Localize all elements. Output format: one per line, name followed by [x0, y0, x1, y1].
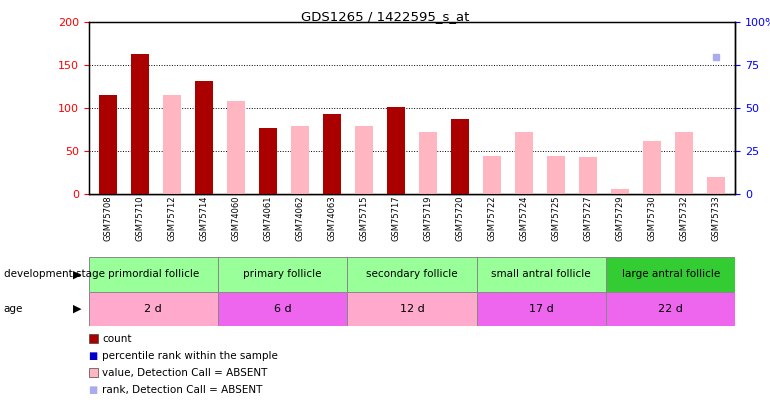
Bar [708, 177, 725, 194]
Text: 17 d: 17 d [529, 304, 554, 314]
Text: GSM75727: GSM75727 [584, 196, 593, 241]
Bar [606, 257, 735, 292]
Text: GSM75732: GSM75732 [680, 196, 688, 241]
Text: GSM75717: GSM75717 [391, 196, 400, 241]
Bar [675, 132, 693, 194]
Bar [99, 96, 116, 194]
Bar [347, 292, 477, 326]
Text: age: age [4, 304, 23, 314]
Text: percentile rank within the sample: percentile rank within the sample [102, 351, 278, 360]
Text: ▶: ▶ [72, 304, 82, 314]
Bar [218, 292, 347, 326]
Text: GSM75715: GSM75715 [360, 196, 368, 241]
Text: value, Detection Call = ABSENT: value, Detection Call = ABSENT [102, 368, 268, 377]
Text: GSM75712: GSM75712 [167, 196, 176, 241]
Bar [579, 158, 597, 194]
Bar [611, 189, 629, 194]
Text: 6 d: 6 d [274, 304, 291, 314]
Bar [347, 257, 477, 292]
Text: development stage: development stage [4, 269, 105, 279]
Text: GSM75733: GSM75733 [711, 196, 721, 241]
Text: secondary follicle: secondary follicle [367, 269, 457, 279]
Text: GSM75719: GSM75719 [424, 196, 433, 241]
Text: GSM75729: GSM75729 [615, 196, 624, 241]
Bar [387, 107, 405, 194]
Bar [163, 96, 181, 194]
Bar [259, 128, 276, 194]
Text: primary follicle: primary follicle [243, 269, 322, 279]
Text: 12 d: 12 d [400, 304, 424, 314]
Text: GSM74060: GSM74060 [231, 196, 240, 241]
Bar [195, 81, 213, 194]
Text: ▶: ▶ [72, 269, 82, 279]
Text: GSM74063: GSM74063 [327, 196, 336, 241]
Text: GSM75730: GSM75730 [648, 196, 657, 241]
Text: GSM74061: GSM74061 [263, 196, 273, 241]
Bar [227, 101, 245, 194]
Text: ■: ■ [89, 385, 98, 394]
Text: 22 d: 22 d [658, 304, 683, 314]
Bar [323, 114, 340, 194]
Bar [477, 292, 606, 326]
Text: GSM74062: GSM74062 [296, 196, 304, 241]
Text: GSM75722: GSM75722 [487, 196, 497, 241]
Text: rank, Detection Call = ABSENT: rank, Detection Call = ABSENT [102, 385, 263, 394]
Text: large antral follicle: large antral follicle [621, 269, 720, 279]
Bar [451, 119, 469, 194]
Text: GSM75725: GSM75725 [551, 196, 561, 241]
Bar [291, 126, 309, 194]
Text: GSM75724: GSM75724 [520, 196, 528, 241]
Bar [643, 141, 661, 194]
Bar [419, 132, 437, 194]
Bar [484, 156, 500, 194]
Text: count: count [102, 334, 132, 343]
Bar [218, 257, 347, 292]
Text: GDS1265 / 1422595_s_at: GDS1265 / 1422595_s_at [301, 10, 469, 23]
Bar [606, 292, 735, 326]
Text: ■: ■ [89, 351, 98, 360]
Bar [515, 132, 533, 194]
Text: 2 d: 2 d [144, 304, 162, 314]
Text: primordial follicle: primordial follicle [108, 269, 199, 279]
Bar [355, 126, 373, 194]
Text: GSM75720: GSM75720 [456, 196, 464, 241]
Text: GSM75710: GSM75710 [136, 196, 144, 241]
Bar [89, 257, 218, 292]
Bar [477, 257, 606, 292]
Text: small antral follicle: small antral follicle [491, 269, 591, 279]
Bar [547, 156, 565, 194]
Bar [89, 292, 218, 326]
Text: GSM75714: GSM75714 [199, 196, 209, 241]
Text: GSM75708: GSM75708 [103, 196, 112, 241]
Bar [131, 54, 149, 194]
